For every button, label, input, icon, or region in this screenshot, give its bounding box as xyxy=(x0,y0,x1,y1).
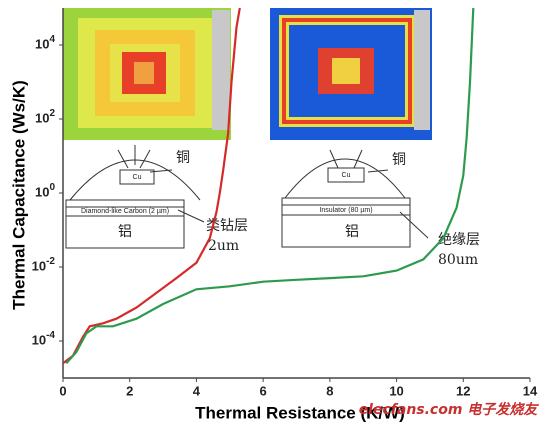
x-tick-label: 4 xyxy=(193,383,201,398)
annotation: 2um xyxy=(208,238,239,254)
x-tick-label: 10 xyxy=(389,383,403,398)
x-axis-label: Thermal Resistance (K/W) xyxy=(195,403,405,422)
leader xyxy=(149,169,173,173)
leader xyxy=(367,169,389,173)
diagram-label: Diamond-like Carbon (2 µm) xyxy=(81,208,169,215)
y-tick-label: 102 xyxy=(35,108,55,126)
x-tick-label: 14 xyxy=(523,383,538,398)
thermal-image-left xyxy=(63,8,231,140)
y-axis-label: Thermal Capacitance (Ws/K) xyxy=(9,80,28,310)
annotation: 80um xyxy=(438,252,478,268)
y-tick-label: 10-2 xyxy=(32,256,56,274)
y-tick-label: 100 xyxy=(35,182,55,200)
annotation: 铜 xyxy=(176,150,190,166)
diagram-label: Cu xyxy=(133,174,142,181)
diagram-right xyxy=(281,149,411,248)
diagram-left xyxy=(65,145,201,249)
annotation: 铝 xyxy=(345,224,359,240)
annotation: 铜 xyxy=(392,152,406,168)
x-tick-label: 12 xyxy=(456,383,470,398)
data-line xyxy=(62,7,241,365)
diagram-label: Insulator (80 µm) xyxy=(319,207,372,214)
x-tick-label: 6 xyxy=(260,383,267,398)
annotation: 绝缘层 xyxy=(438,232,480,248)
annotation: 类钻层 xyxy=(206,218,248,234)
x-tick-label: 8 xyxy=(326,383,333,398)
watermark: elecfans.com 电子发烧友 xyxy=(359,401,540,418)
y-tick-label: 10-4 xyxy=(32,330,56,348)
x-tick-label: 0 xyxy=(59,383,66,398)
diagram-label: Cu xyxy=(342,172,351,179)
x-tick-label: 2 xyxy=(126,383,133,398)
annotation: 铝 xyxy=(118,224,132,240)
y-tick-label: 104 xyxy=(35,34,55,52)
leader xyxy=(399,211,429,239)
leader xyxy=(177,209,205,223)
data-line xyxy=(65,7,475,365)
thermal-image-right xyxy=(270,8,432,140)
